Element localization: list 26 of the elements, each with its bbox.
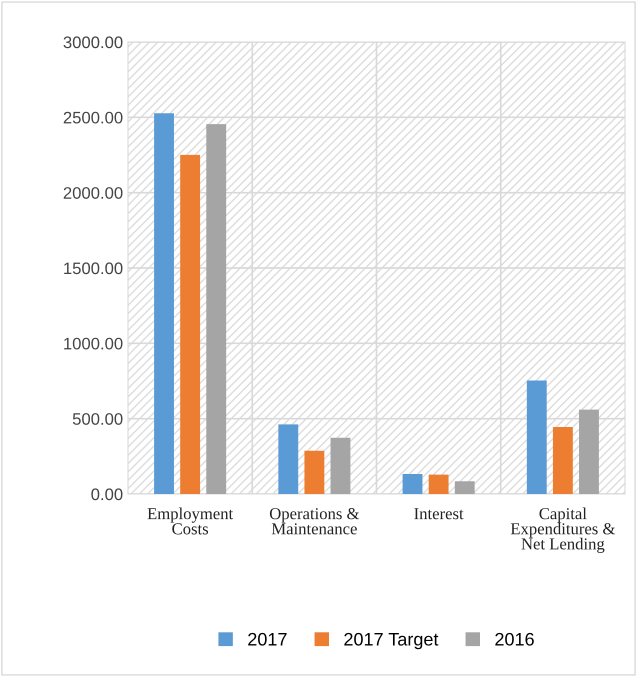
bar [330,438,350,494]
y-tick-label: 3000.00 [64,36,122,48]
bar [180,154,200,494]
bar [454,481,475,494]
bar [278,424,298,494]
x-tick-label: Employment Costs [148,508,234,534]
legend-label: 2016 [495,632,534,646]
bar [206,124,226,494]
bar [304,450,324,494]
bar [579,410,599,494]
bar [428,474,449,494]
bar [402,474,422,494]
x-tick-label: Operations & Maintenance [270,508,360,534]
legend-label: 2017 Target [344,632,438,650]
y-tick-label: 1500.00 [64,262,122,274]
legend-label: 2017 [248,632,287,646]
y-tick-label: 500.00 [72,413,122,425]
y-tick-label: 0.00 [91,488,122,500]
y-tick-label: 1000.00 [64,338,122,350]
bar [526,380,547,494]
x-tick-label: Capital Expenditures & Net Lending [510,508,616,553]
bar [154,113,174,494]
x-tick-label: Interest [414,508,464,520]
y-tick-label: 2500.00 [64,112,122,124]
bar [552,426,573,494]
y-tick-label: 2000.00 [64,187,122,199]
